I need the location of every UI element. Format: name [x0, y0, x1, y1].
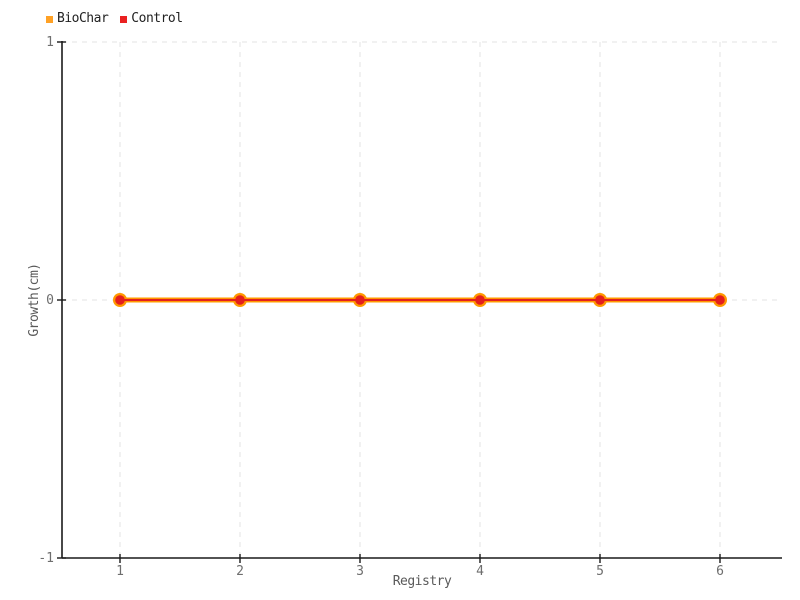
y-tick-label: 1	[46, 35, 54, 50]
legend-item-control: Control	[120, 11, 183, 26]
x-tick-label: 5	[596, 564, 604, 579]
biochar-swatch-icon	[46, 15, 53, 23]
legend-item-biochar: BioChar	[46, 11, 109, 26]
x-tick-label: 2	[236, 564, 244, 579]
y-axis-title: Growth(cm)	[27, 263, 42, 336]
x-tick-label: 3	[356, 564, 364, 579]
legend-label-biochar: BioChar	[57, 11, 109, 26]
y-tick-label: 0	[46, 293, 54, 308]
x-tick-label: 4	[476, 564, 484, 579]
data-point-control	[235, 295, 245, 305]
legend-label-control: Control	[131, 11, 183, 26]
data-point-control	[595, 295, 605, 305]
x-axis-title: Registry	[393, 574, 452, 589]
control-swatch-icon	[120, 15, 128, 23]
x-tick-label: 6	[716, 564, 724, 579]
data-point-control	[115, 295, 125, 305]
y-tick-label: -1	[38, 551, 54, 566]
data-point-control	[355, 295, 365, 305]
data-point-control	[715, 295, 725, 305]
data-point-control	[475, 295, 485, 305]
chart-legend: BioChar Control	[46, 11, 183, 26]
x-tick-label: 1	[116, 564, 124, 579]
